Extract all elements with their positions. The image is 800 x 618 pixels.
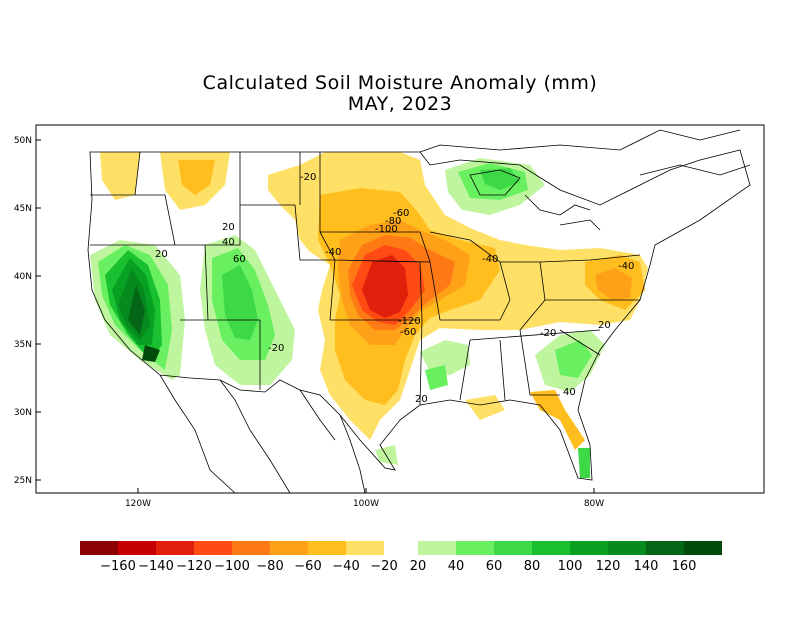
mexico-outline (159, 374, 366, 493)
anomaly-region-carolinas-40 (555, 340, 592, 378)
anomaly-region-south-florida (578, 448, 590, 478)
colorbar-swatch (346, 541, 384, 555)
contour-labels: -20 20 20 40 60 -60 -80 -100 -40 -40 -40… (155, 172, 634, 405)
anomaly-region-california-140 (128, 285, 145, 335)
anomaly-region-arkansas (420, 340, 470, 375)
colorbar-swatch (118, 541, 156, 555)
colorbar-swatch (80, 541, 118, 555)
anomaly-region-pacific-nw (100, 152, 140, 200)
colorbar-label: −140 (138, 559, 174, 574)
colorbar-swatch (532, 541, 570, 555)
lon-label-100w: 100W (353, 499, 379, 509)
colorbar-swatch (456, 541, 494, 555)
colorbar-label: 140 (634, 559, 659, 574)
contour-label: 20 (598, 320, 611, 331)
contour-label: 40 (563, 387, 576, 398)
colorbar-negative (80, 541, 384, 555)
anomaly-region-louisiana (425, 365, 448, 390)
lon-label-120w: 120W (125, 499, 151, 509)
lat-label-25n: 25N (14, 476, 32, 486)
anomaly-field (90, 152, 648, 478)
great-lakes (469, 169, 601, 231)
map-frame (35, 124, 765, 494)
lon-label-80w: 80W (584, 499, 604, 509)
colorbar-swatch (308, 541, 346, 555)
colorbar-label: 60 (486, 559, 503, 574)
contour-label: 20 (222, 222, 235, 233)
colorbar-label: 80 (524, 559, 541, 574)
colorbar-swatch (232, 541, 270, 555)
contour-label: -20 (268, 343, 284, 354)
colorbar-label: −120 (176, 559, 212, 574)
anomaly-region-florida (530, 390, 585, 450)
colorbar-labels: −160 −140 −120 −100 −80 −60 −40 −20 20 40 60 80 100 1… (100, 559, 696, 574)
colorbar-label: −160 (100, 559, 136, 574)
contour-label: 20 (155, 249, 168, 260)
colorbar-swatch (270, 541, 308, 555)
contour-label: -60 (393, 208, 409, 219)
colorbar: −160 −140 −120 −100 −80 −60 −40 −20 20 40 60 80 100 1… (80, 541, 722, 574)
canada-boundary (419, 129, 751, 176)
colorbar-swatch (684, 541, 722, 555)
lat-label-50n: 50N (14, 136, 32, 146)
colorbar-label: 160 (672, 559, 697, 574)
colorbar-label: 20 (410, 559, 427, 574)
contour-label: 40 (222, 237, 235, 248)
contour-label: 20 (415, 394, 428, 405)
colorbar-swatch (608, 541, 646, 555)
colorbar-swatch (646, 541, 684, 555)
colorbar-swatch (418, 541, 456, 555)
anomaly-region-california-160 (142, 345, 160, 362)
lat-label-30n: 30N (14, 408, 32, 418)
contour-label: -40 (618, 261, 634, 272)
contour-label: -60 (400, 327, 416, 338)
contour-label: -120 (398, 316, 421, 327)
contour-label: 60 (233, 254, 246, 265)
colorbar-label: −100 (214, 559, 250, 574)
contour-label: -40 (482, 254, 498, 265)
contour-label: -80 (385, 216, 401, 227)
anomaly-region-plains-core-120 (362, 255, 408, 318)
map-title: Calculated Soil Moisture Anomaly (mm) (202, 72, 598, 94)
anomaly-region-mid-atlantic-60 (595, 268, 632, 300)
lat-label-35n: 35N (14, 340, 32, 350)
contour-label: -20 (540, 328, 556, 339)
boundary-lines (87, 129, 751, 493)
colorbar-swatch (494, 541, 532, 555)
colorbar-label: −20 (370, 559, 397, 574)
anomaly-region-south-texas (375, 445, 398, 465)
lat-label-45n: 45N (14, 204, 32, 214)
lat-label-40n: 40N (14, 272, 32, 282)
anomaly-region-gulf-coast (465, 395, 505, 420)
colorbar-label: 40 (448, 559, 465, 574)
colorbar-swatch (570, 541, 608, 555)
contour-label: -20 (300, 172, 316, 183)
colorbar-swatch (156, 541, 194, 555)
axis-ticks (36, 139, 595, 493)
colorbar-label: −40 (332, 559, 359, 574)
anomaly-region-great-basin-60 (222, 265, 258, 340)
colorbar-label: 120 (596, 559, 621, 574)
contour-label: -100 (375, 224, 398, 235)
anomaly-region-montana-40 (178, 160, 215, 195)
map-subtitle: MAY, 2023 (347, 93, 453, 115)
anomaly-region-michigan-60 (480, 168, 520, 190)
contour-label: -40 (325, 247, 341, 258)
colorbar-label: 100 (558, 559, 583, 574)
state-lines (90, 151, 641, 406)
colorbar-label: −80 (256, 559, 283, 574)
colorbar-positive (418, 541, 722, 555)
colorbar-label: −60 (294, 559, 321, 574)
colorbar-swatch (194, 541, 232, 555)
